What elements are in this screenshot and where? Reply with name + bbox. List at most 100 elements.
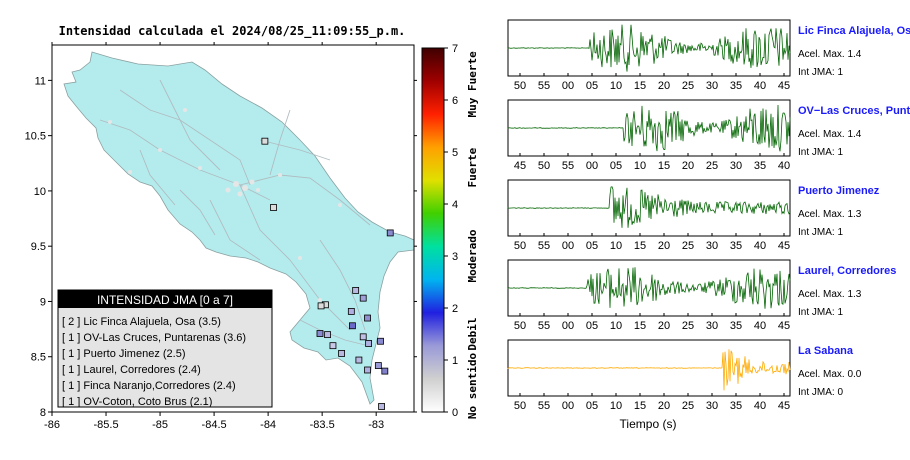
time-tick-label: 20 (658, 240, 670, 252)
seismogram-panels: 50 55 00 05 10 15 20 25 30 35 40 45 Lic Finca Alajue… (507, 19, 910, 412)
waveform-trace (507, 104, 791, 152)
time-tick-label: 30 (706, 400, 718, 412)
colorbar-category-label: Moderado (466, 229, 479, 282)
waveform-trace (507, 267, 791, 309)
legend-item: [ 1 ] OV-Las Cruces, Puntarenas (3.6) (62, 332, 246, 344)
jma-intensity: Int JMA: 1 (798, 227, 843, 238)
seismogram-panel: 45 50 55 00 05 10 15 20 25 30 35 40 OV−Las Cruces, P… (507, 99, 910, 172)
intensity-colorbar: 0 1 2 3 4 5 6 7 No sentido Debil Moderado Fuerte Mu… (421, 43, 479, 420)
city-markers (108, 108, 342, 302)
waveform-trace (507, 349, 791, 391)
time-tick-label: 45 (778, 320, 790, 332)
time-tick-label: 00 (562, 80, 574, 92)
time-tick-label: 15 (634, 80, 646, 92)
station-marker (338, 350, 346, 357)
jma-intensity: Int JMA: 1 (798, 307, 843, 318)
trace-frame (507, 259, 791, 317)
time-tick-label: 25 (682, 240, 694, 252)
lon-tick-label: -83 (368, 419, 384, 431)
lat-tick-label: 8 (40, 407, 46, 419)
station-marker (261, 137, 269, 145)
lat-tick-label: 10.5 (25, 131, 46, 143)
legend-item: [ 2 ] Lic Finca Alajuela, Osa (3.5) (62, 316, 221, 328)
time-tick-label: 35 (730, 240, 742, 252)
time-tick-label: 55 (538, 320, 550, 332)
time-tick-label: 15 (634, 400, 646, 412)
lat-tick-label: 9.5 (31, 241, 46, 253)
time-tick-label: 25 (682, 80, 694, 92)
lon-tick-label: -84.5 (202, 419, 227, 431)
time-tick-label: 15 (634, 320, 646, 332)
lat-tick-label: 11 (35, 75, 46, 87)
max-acceleration: Acel. Max. 1.3 (798, 209, 862, 220)
colorbar-tick-label: 7 (452, 43, 458, 55)
lon-tick-label: -85 (152, 419, 168, 431)
time-tick-label: 40 (754, 240, 766, 252)
station-marker (365, 340, 373, 347)
time-tick-label: 00 (586, 160, 598, 172)
time-tick-label: 45 (778, 240, 790, 252)
seismogram-panel: 50 55 00 05 10 15 20 25 30 35 40 45 Puerto Jimenez Ac… (507, 179, 880, 252)
time-tick-label: 10 (610, 80, 622, 92)
colorbar-category-label: No sentido (466, 353, 479, 420)
colorbar-tick-label: 1 (452, 355, 458, 367)
max-acceleration: Acel. Max. 1.3 (798, 289, 862, 300)
legend-header (58, 290, 272, 308)
time-tick-label: 25 (682, 400, 694, 412)
time-tick-label: 10 (610, 320, 622, 332)
time-tick-label: 20 (658, 320, 670, 332)
colorbar-tick-label: 3 (452, 251, 458, 263)
seismogram-panel: 50 55 00 05 10 15 20 25 30 35 40 45 La Sabana Acel. M… (507, 339, 862, 412)
station-name: La Sabana (798, 345, 854, 357)
station-marker (349, 322, 356, 330)
station-marker (386, 229, 394, 237)
time-tick-label: 30 (730, 160, 742, 172)
time-tick-label: 50 (514, 320, 526, 332)
station-marker (377, 337, 384, 345)
max-acceleration: Acel. Max. 1.4 (798, 129, 862, 140)
time-tick-label: 35 (730, 320, 742, 332)
lon-tick-label: -85.5 (93, 419, 118, 431)
colorbar-tick-label: 2 (452, 303, 458, 315)
station-marker (329, 342, 337, 350)
time-tick-label: 20 (658, 400, 670, 412)
seismogram-panel: 50 55 00 05 10 15 20 25 30 35 40 45 Laurel, Corredor… (507, 259, 896, 332)
time-tick-label: 20 (658, 80, 670, 92)
seismogram-panel: 50 55 00 05 10 15 20 25 30 35 40 45 Lic Finca Alajue… (507, 19, 910, 92)
time-tick-label: 50 (538, 160, 550, 172)
time-tick-label: 00 (562, 320, 574, 332)
time-tick-label: 05 (586, 80, 598, 92)
lat-tick-label: 9 (40, 296, 46, 308)
jma-intensity: Int JMA: 1 (798, 67, 843, 78)
max-acceleration: Acel. Max. 0.0 (798, 369, 862, 380)
station-marker (317, 302, 325, 310)
time-tick-label: 50 (514, 240, 526, 252)
time-tick-label: 45 (514, 160, 526, 172)
station-marker (359, 333, 367, 341)
station-marker (364, 366, 371, 374)
time-tick-label: 30 (706, 80, 718, 92)
station-marker (316, 330, 324, 337)
time-tick-label: 05 (586, 240, 598, 252)
time-tick-label: 50 (514, 400, 526, 412)
time-tick-label: 40 (754, 400, 766, 412)
station-marker (378, 403, 385, 410)
time-tick-label: 55 (538, 80, 550, 92)
waveform-trace (507, 186, 791, 228)
lon-tick-label: -83.5 (310, 419, 335, 431)
lon-tick-label: -86 (44, 419, 60, 431)
jma-intensity: Int JMA: 0 (798, 387, 843, 398)
time-tick-label: 35 (730, 80, 742, 92)
station-marker (347, 308, 355, 315)
station-marker (270, 204, 277, 211)
time-tick-label: 10 (634, 160, 646, 172)
time-tick-label: 40 (754, 320, 766, 332)
intensity-legend: INTENSIDAD JMA [0 a 7] [ 2 ] Lic Finca A… (57, 289, 273, 408)
jma-intensity: Int JMA: 1 (798, 147, 843, 158)
time-tick-label: 00 (562, 400, 574, 412)
station-marker (352, 287, 360, 294)
station-marker (359, 294, 367, 302)
colorbar-scale (421, 47, 445, 413)
legend-title: INTENSIDAD JMA [0 a 7] (97, 293, 233, 307)
time-tick-label: 05 (586, 320, 598, 332)
